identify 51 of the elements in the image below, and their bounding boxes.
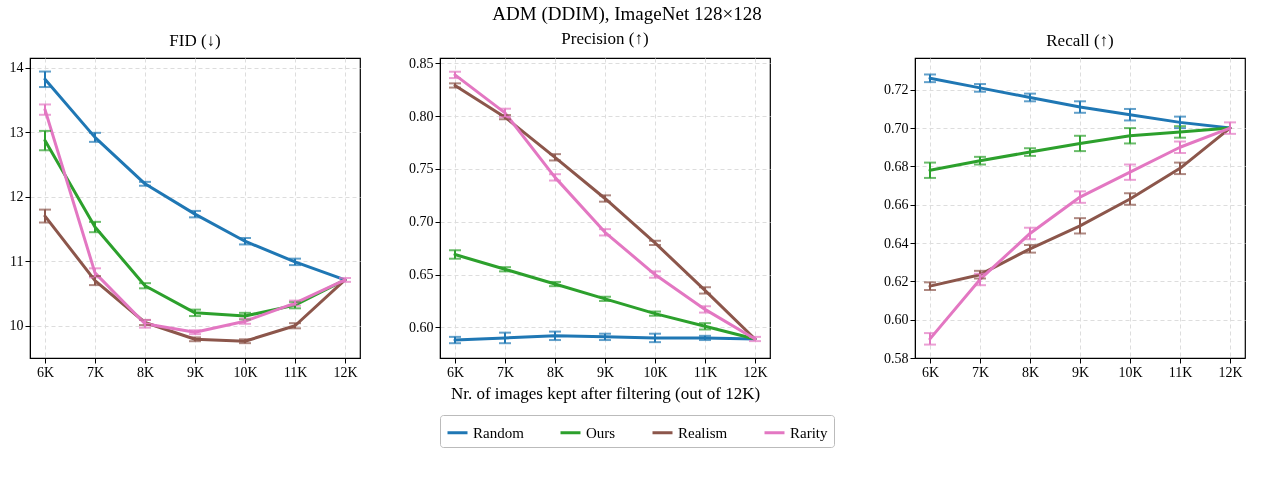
y-tick-label: 0.70 bbox=[884, 120, 909, 136]
x-tick-label: 7K bbox=[496, 364, 515, 380]
chart-title: Recall (↑) bbox=[1046, 31, 1114, 50]
legend-label: Rarity bbox=[790, 424, 828, 441]
line-series bbox=[928, 126, 1232, 341]
x-tick-label: 7K bbox=[971, 364, 990, 380]
y-tick-label: 14 bbox=[9, 60, 24, 76]
y-tick-label: 0.60 bbox=[884, 312, 909, 328]
x-tick-label: 7K bbox=[86, 364, 105, 380]
x-tick-label: 10K bbox=[643, 364, 668, 380]
y-tick-label: 11 bbox=[10, 253, 24, 269]
x-tick-label: 11K bbox=[1168, 364, 1193, 380]
x-tick-label: 9K bbox=[186, 364, 205, 380]
y-tick-label: 13 bbox=[9, 124, 24, 140]
y-tick-label: 10 bbox=[9, 318, 24, 334]
x-tick-label: 12K bbox=[743, 364, 768, 380]
legend-label: Ours bbox=[586, 424, 616, 441]
line-series bbox=[928, 76, 1232, 130]
x-tick-label: 10K bbox=[1118, 364, 1143, 380]
x-tick-label: 9K bbox=[1071, 364, 1090, 380]
y-tick-label: 0.58 bbox=[884, 350, 909, 366]
y-tick-label: 0.70 bbox=[409, 214, 434, 230]
x-tick-label: 6K bbox=[921, 364, 940, 380]
text: ADM (DDIM), ImageNet 128×128 bbox=[492, 2, 762, 25]
legend-label: Random bbox=[473, 424, 525, 441]
x-tick-label: 12K bbox=[333, 364, 358, 380]
legend-label: Realism bbox=[678, 424, 728, 441]
y-tick-label: 0.62 bbox=[884, 273, 909, 289]
y-tick-label: 0.65 bbox=[409, 267, 434, 283]
y-tick-label: 0.64 bbox=[884, 235, 909, 251]
x-tick-label: 6K bbox=[36, 364, 55, 380]
y-tick-label: 0.68 bbox=[884, 158, 909, 174]
y-tick-label: 0.80 bbox=[409, 108, 434, 124]
chart-title: Precision (↑) bbox=[561, 29, 649, 49]
x-tick-label: 8K bbox=[1021, 364, 1040, 380]
x-tick-label: 9K bbox=[596, 364, 615, 380]
x-tick-label: 11K bbox=[693, 364, 718, 380]
y-tick-label: 0.72 bbox=[884, 82, 909, 98]
chart-title: FID (↓) bbox=[169, 31, 221, 50]
y-tick-label: 0.66 bbox=[884, 197, 909, 213]
x-tick-label: 8K bbox=[546, 364, 565, 380]
x-tick-label: 8K bbox=[136, 364, 155, 380]
y-tick-label: 0.75 bbox=[409, 161, 434, 177]
x-tick-label: 6K bbox=[446, 364, 465, 380]
y-tick-label: 0.60 bbox=[409, 319, 434, 335]
x-axis-title: Nr. of images kept after filtering (out of 12K) bbox=[450, 383, 761, 403]
x-tick-label: 10K bbox=[233, 364, 258, 380]
y-tick-label: 0.85 bbox=[409, 55, 434, 71]
x-tick-label: 11K bbox=[283, 364, 308, 380]
x-tick-label: 12K bbox=[1218, 364, 1243, 380]
y-tick-label: 12 bbox=[9, 189, 24, 205]
